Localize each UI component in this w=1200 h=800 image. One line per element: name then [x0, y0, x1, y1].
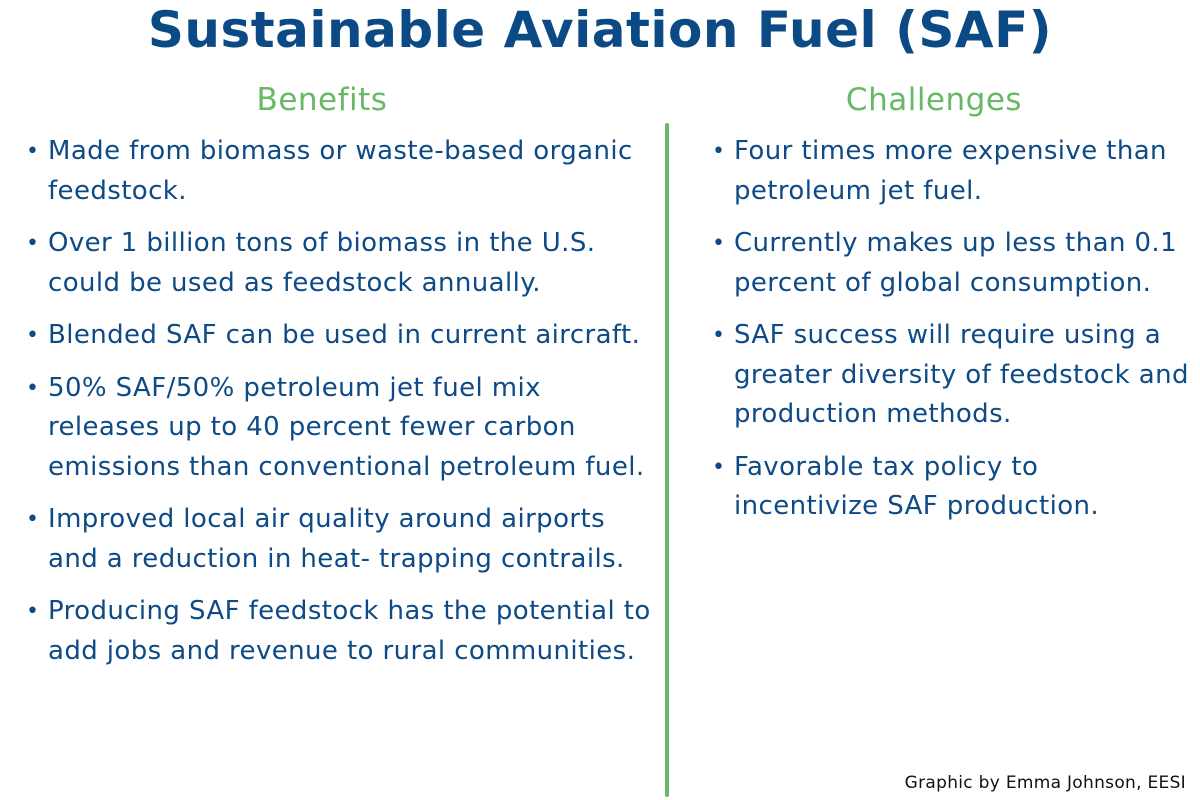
challenge-text: Four times more expensive than petroleum…: [734, 136, 1167, 206]
benefit-item: • Improved local air quality around airpo…: [22, 500, 652, 579]
challenge-text: Currently makes up less than 0.1 percent…: [734, 228, 1178, 298]
bullet-icon: •: [26, 599, 40, 624]
benefit-text: 50% SAF/50% petroleum jet fuel mix relea…: [48, 372, 645, 482]
challenge-item: • Four times more expensive than petroleu…: [708, 132, 1190, 211]
bullet-icon: •: [26, 139, 40, 164]
bullet-icon: •: [712, 231, 726, 256]
credit-text: Graphic by Emma Johnson, EESI: [904, 773, 1186, 793]
challenge-text: SAF success will require using a greater…: [734, 320, 1189, 429]
bullet-icon: •: [712, 454, 726, 480]
benefits-list: • Made from biomass or waste-based organi…: [22, 132, 652, 684]
bullet-icon: •: [26, 323, 40, 348]
benefit-item: • Made from biomass or waste-based organi…: [22, 132, 652, 211]
benefit-text: Producing SAF feedstock has the potentia…: [48, 596, 651, 666]
bullet-icon: •: [712, 139, 726, 164]
challenge-text: Favorable tax policy to incentivize SAF …: [734, 451, 1100, 522]
benefit-item: • Producing SAF feedstock has the potenti…: [22, 592, 652, 671]
challenge-item: • Favorable tax policy to incentivize SAF…: [708, 448, 1190, 527]
benefit-item: • Blended SAF can be used in current airc…: [22, 316, 652, 356]
challenges-heading: Challenges: [845, 82, 1023, 118]
benefit-item: • Over 1 billion tons of biomass in the U…: [22, 224, 652, 303]
benefit-text: Made from biomass or waste-based organic…: [48, 136, 633, 206]
bullet-icon: •: [26, 507, 40, 532]
benefit-text: Over 1 billion tons of biomass in the U.…: [48, 228, 596, 298]
bullet-icon: •: [26, 375, 40, 401]
benefit-item: • 50% SAF/50% petroleum jet fuel mix rele…: [22, 369, 652, 488]
challenges-list: • Four times more expensive than petroleu…: [708, 132, 1190, 540]
challenge-item: • SAF success will require using a greate…: [708, 316, 1190, 435]
challenge-item: • Currently makes up less than 0.1 percen…: [708, 224, 1190, 303]
page-title: Sustainable Aviation Fuel (SAF): [147, 1, 1053, 59]
benefits-heading: Benefits: [256, 82, 388, 118]
bullet-icon: •: [712, 323, 726, 348]
benefit-text: Improved local air quality around airpor…: [48, 504, 625, 574]
column-divider: [665, 123, 669, 797]
bullet-icon: •: [26, 231, 40, 256]
benefit-text: Blended SAF can be used in current aircr…: [48, 320, 641, 350]
